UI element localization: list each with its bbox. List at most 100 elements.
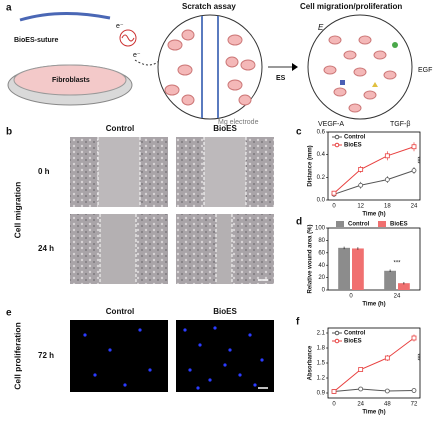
- label: Mg electrode: [218, 119, 259, 126]
- legend-label: Control: [348, 222, 370, 228]
- line: [333, 170, 415, 195]
- legend-swatch: [336, 221, 344, 227]
- label: E: [318, 23, 324, 32]
- legend-marker: [334, 142, 340, 148]
- legend-marker: [334, 134, 340, 140]
- marker: [384, 388, 390, 394]
- bar: [384, 270, 396, 290]
- label: TGF-β: [390, 121, 410, 128]
- legend-marker: [334, 330, 340, 336]
- column-label: Control: [106, 124, 134, 133]
- panel-label: b: [6, 127, 12, 138]
- factor: [392, 42, 398, 48]
- marker: [358, 166, 364, 172]
- panel-label: c: [296, 127, 302, 138]
- x-tick-label: 12: [357, 204, 364, 210]
- x-axis-label: Time (h): [362, 302, 385, 308]
- x-tick-label: 0: [332, 402, 336, 408]
- scratch: [98, 137, 140, 207]
- marker: [384, 177, 390, 183]
- y-tick-label: 0.0: [317, 198, 326, 204]
- bar: [338, 247, 350, 290]
- well: [307, 14, 413, 120]
- x-tick-label: 24: [357, 402, 364, 408]
- factor: [372, 82, 378, 87]
- marker: [384, 153, 390, 159]
- y-tick-label: 100: [315, 226, 326, 232]
- y-tick-label: 80: [318, 238, 325, 244]
- label: e⁻: [116, 23, 124, 30]
- y-axis-label: Relative wound area (%): [308, 224, 314, 293]
- x-tick-label: 48: [384, 402, 391, 408]
- y-tick-label: 0.2: [317, 175, 326, 181]
- column-label: Control: [106, 307, 134, 316]
- side-label: Cell migration: [12, 182, 22, 239]
- nuclei: [83, 326, 264, 390]
- marker: [411, 335, 417, 341]
- legend-label: BioES: [390, 222, 408, 228]
- column-label: BioES: [213, 124, 237, 133]
- marker: [331, 389, 337, 394]
- panel-label: d: [296, 217, 302, 228]
- y-tick-label: 1.2: [317, 376, 326, 382]
- legend-label: BioES: [344, 339, 362, 345]
- annotation: ***: [413, 156, 419, 164]
- cells: [164, 29, 256, 106]
- y-tick-label: 0.6: [317, 130, 326, 136]
- row-label: 0 h: [38, 167, 50, 176]
- annotation: ***: [393, 260, 401, 266]
- plot-frame: [327, 327, 421, 399]
- y-axis-label: Absorbance: [308, 345, 314, 380]
- legend-label: BioES: [344, 143, 362, 149]
- marker: [411, 144, 417, 150]
- bar: [352, 248, 364, 290]
- marker: [384, 355, 390, 361]
- panel-label: a: [6, 3, 12, 14]
- line: [333, 388, 415, 392]
- marker: [411, 168, 417, 173]
- line: [333, 146, 415, 194]
- y-tick-label: 40: [318, 263, 325, 269]
- annotation: ***: [413, 353, 419, 361]
- fluorescence-image: [176, 320, 274, 392]
- y-tick-label: 0: [322, 288, 326, 294]
- legend-swatch: [378, 221, 386, 227]
- y-tick-label: 0.9: [317, 391, 326, 397]
- scratch: [100, 214, 136, 284]
- x-axis-label: Time (h): [362, 410, 385, 416]
- panel-label: e: [6, 308, 12, 319]
- x-tick-label: 0: [332, 204, 336, 210]
- label: e⁻: [133, 52, 141, 59]
- x-tick-label: 72: [411, 402, 418, 408]
- scratch: [204, 137, 246, 207]
- x-tick-label: 24: [394, 294, 401, 300]
- side-label: Cell proliferation: [12, 322, 22, 390]
- label: Scratch assay: [182, 2, 236, 11]
- fluorescence-image: [70, 320, 168, 392]
- label: Cell migration/proliferation: [300, 2, 402, 11]
- row-label: 24 h: [38, 244, 54, 253]
- y-tick-label: 20: [318, 275, 325, 281]
- y-tick-label: 60: [318, 250, 325, 256]
- x-axis-label: Time (h): [362, 212, 385, 218]
- marker: [358, 367, 364, 372]
- y-tick-label: 1.8: [317, 346, 326, 352]
- scratch: [216, 214, 232, 284]
- x-tick-label: 18: [384, 204, 391, 210]
- label: BioES-suture: [14, 37, 58, 44]
- marker: [358, 386, 364, 392]
- arrow: [134, 59, 161, 66]
- label: Fibroblasts: [52, 77, 90, 84]
- row-label: 72 h: [38, 351, 54, 360]
- suture: [19, 12, 111, 22]
- column-label: BioES: [213, 307, 237, 316]
- legend-label: Control: [344, 331, 366, 337]
- y-tick-label: 0.4: [317, 152, 326, 158]
- marker: [358, 182, 364, 188]
- y-tick-label: 2.1: [317, 331, 326, 337]
- y-tick-label: 1.5: [317, 361, 326, 367]
- cells: [323, 35, 397, 113]
- label: VEGF-A: [318, 121, 344, 128]
